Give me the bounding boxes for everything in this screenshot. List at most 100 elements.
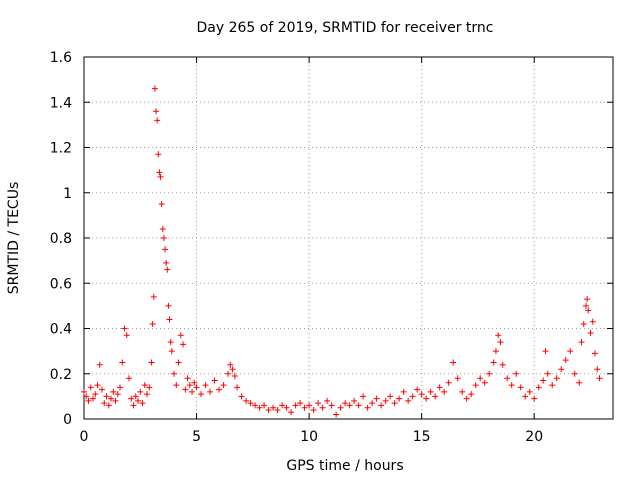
data-point [297, 400, 304, 407]
data-point [477, 375, 484, 382]
data-point [544, 370, 551, 377]
data-point [531, 395, 538, 402]
data-point [158, 201, 165, 208]
data-point [436, 384, 443, 391]
data-point [193, 384, 200, 391]
data-point [499, 361, 506, 368]
data-point [180, 341, 187, 348]
data-point [141, 382, 148, 389]
data-point [121, 325, 128, 332]
data-point [585, 307, 592, 314]
data-point [301, 404, 308, 411]
data-point [90, 395, 97, 402]
data-point [155, 151, 162, 158]
data-point [468, 391, 475, 398]
data-point [83, 393, 90, 400]
data-point [191, 379, 198, 386]
x-tick-label: 10 [300, 429, 318, 445]
data-point [156, 169, 163, 176]
y-tick-label: 0.2 [50, 367, 72, 383]
data-point [535, 384, 542, 391]
data-point [144, 391, 151, 398]
x-tick-label: 5 [192, 429, 201, 445]
data-point [596, 375, 603, 382]
axis-ticks: 0 5 10 15 20 0 0.2 0.4 0.6 0.8 1 1.2 1.4 1.6 [50, 50, 613, 445]
y-tick-label: 1.2 [50, 141, 72, 157]
data-point [432, 393, 439, 400]
data-point [580, 320, 587, 327]
data-point [513, 370, 520, 377]
data-point [387, 393, 394, 400]
data-point [265, 406, 272, 413]
data-point [454, 375, 461, 382]
data-point [400, 388, 407, 395]
data-point [151, 85, 158, 92]
x-axis-title: GPS time / hours [286, 458, 403, 474]
data-point [549, 382, 556, 389]
data-point [165, 302, 172, 309]
data-point [587, 330, 594, 337]
y-tick-label: 1.6 [50, 50, 72, 66]
data-point [497, 339, 504, 346]
data-point [153, 108, 160, 115]
data-point [99, 386, 106, 393]
data-point [132, 393, 139, 400]
data-point [504, 375, 511, 382]
data-point [283, 404, 290, 411]
data-point [409, 393, 416, 400]
data-point [159, 225, 166, 232]
y-tick-label: 0.6 [50, 276, 72, 292]
data-point [171, 370, 178, 377]
data-point [207, 388, 214, 395]
data-point [427, 388, 434, 395]
data-point [333, 411, 340, 418]
data-point [492, 348, 499, 355]
data-point [96, 361, 103, 368]
data-point [112, 397, 119, 404]
data-point [189, 388, 196, 395]
y-axis-title: SRMTID / TECUs [6, 182, 22, 295]
data-point [229, 366, 236, 373]
data-point [310, 406, 317, 413]
data-point [103, 393, 110, 400]
data-markers [81, 85, 603, 418]
data-point [148, 359, 155, 366]
data-point [274, 406, 281, 413]
data-point [130, 402, 137, 409]
data-point [594, 366, 601, 373]
data-point [337, 404, 344, 411]
data-point [328, 402, 335, 409]
data-point [324, 397, 331, 404]
data-point [346, 402, 353, 409]
data-point [137, 388, 144, 395]
y-tick-label: 0 [63, 412, 72, 428]
data-point [459, 388, 466, 395]
data-point [364, 404, 371, 411]
data-point [351, 397, 358, 404]
data-point [163, 259, 170, 266]
data-point [117, 384, 124, 391]
x-tick-label: 0 [80, 429, 89, 445]
data-point [418, 391, 425, 398]
data-point [105, 402, 112, 409]
data-point [315, 400, 322, 407]
data-point [486, 370, 493, 377]
data-point [94, 382, 101, 389]
data-point [591, 350, 598, 357]
data-point [167, 339, 174, 346]
data-point [154, 117, 161, 124]
data-point [108, 395, 115, 402]
data-point [589, 318, 596, 325]
data-point [526, 388, 533, 395]
data-point [463, 395, 470, 402]
data-point [92, 391, 99, 398]
data-point [234, 384, 241, 391]
data-point [128, 395, 135, 402]
data-point [378, 402, 385, 409]
data-point [396, 395, 403, 402]
data-point [279, 402, 286, 409]
data-point [252, 402, 259, 409]
data-point [182, 386, 189, 393]
data-point [562, 357, 569, 364]
